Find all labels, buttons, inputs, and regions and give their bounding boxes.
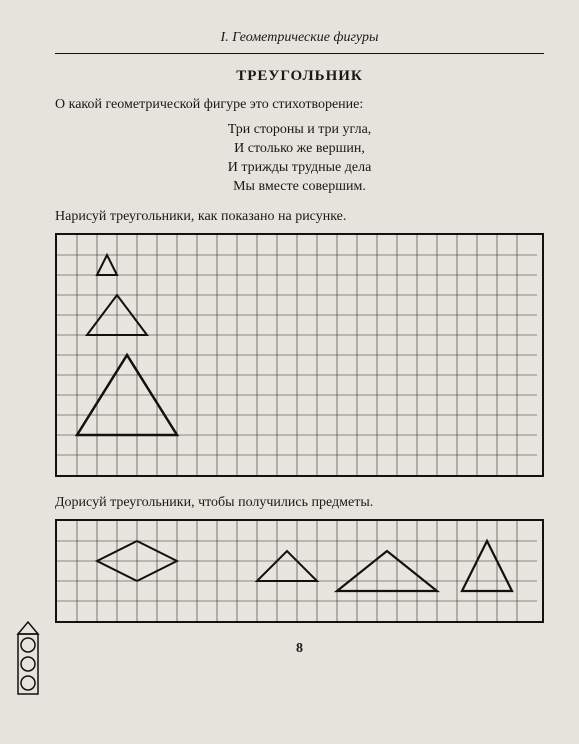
- task2-prompt: Дорисуй треугольники, чтобы получились п…: [55, 495, 544, 511]
- page-number: 8: [55, 641, 544, 657]
- poem-line: Мы вместе совершим.: [55, 178, 544, 197]
- question-text: О какой геометрической фигуре это стихот…: [55, 97, 544, 113]
- poem-line: Три стороны и три угла,: [55, 121, 544, 140]
- poem: Три стороны и три угла, И столько же вер…: [55, 121, 544, 197]
- grid-2: [55, 519, 544, 623]
- section-header: I. Геометрические фигуры: [55, 30, 544, 49]
- header-rule: [55, 53, 544, 54]
- page: I. Геометрические фигуры ТРЕУГОЛЬНИК О к…: [0, 0, 579, 744]
- page-title: ТРЕУГОЛЬНИК: [55, 68, 544, 85]
- poem-line: И трижды трудные дела: [55, 159, 544, 178]
- grid-2-svg: [57, 521, 537, 621]
- grid-1: [55, 233, 544, 477]
- grid-1-svg: [57, 235, 537, 475]
- task1-prompt: Нарисуй треугольники, как показано на ри…: [55, 209, 544, 225]
- traffic-light-icon: [14, 620, 42, 710]
- poem-line: И столько же вершин,: [55, 140, 544, 159]
